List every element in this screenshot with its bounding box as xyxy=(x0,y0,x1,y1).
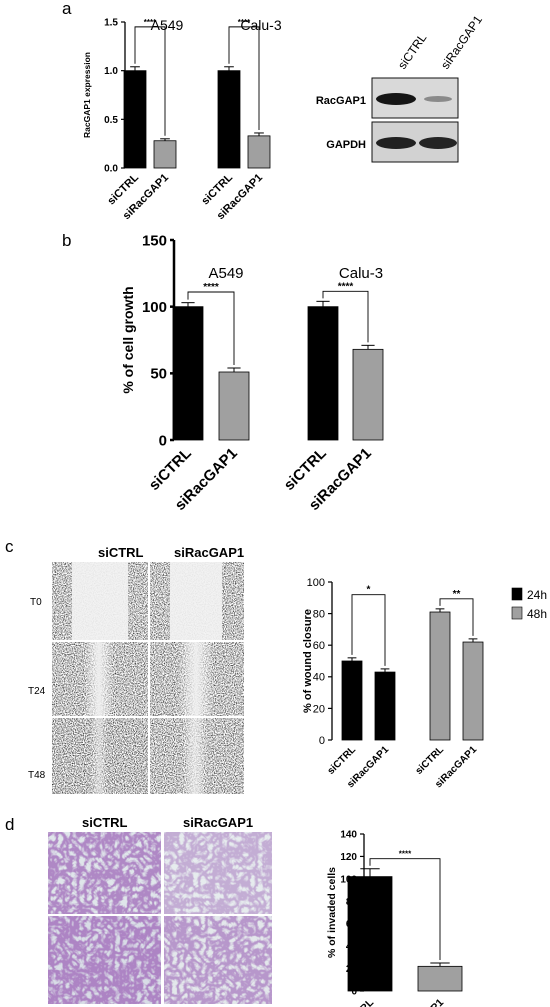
blot-lane-label-1: siCTRL xyxy=(395,31,430,72)
wound-row-label-t48: T48 xyxy=(28,770,46,781)
y-tick-label: 0 xyxy=(319,735,325,747)
invasion-col-label-siracgap1: siRacGAP1 xyxy=(183,815,253,830)
bar xyxy=(218,371,250,441)
significance-bracket xyxy=(322,290,369,343)
bar xyxy=(247,135,271,169)
y-tick-label: 1.0 xyxy=(104,66,118,77)
y-tick-label: 100 xyxy=(142,299,167,316)
y-tick-label: 1.5 xyxy=(104,18,118,29)
bar xyxy=(417,965,463,992)
panel-letter-d: d xyxy=(5,815,14,834)
significance-bracket xyxy=(369,858,441,960)
significance-label: **** xyxy=(203,282,219,293)
blot-band-racgap1-sictrl xyxy=(376,93,416,105)
bar xyxy=(429,611,451,741)
y-tick-label: 60 xyxy=(313,640,325,652)
bar xyxy=(462,641,484,741)
panel-letter-c: c xyxy=(5,537,14,556)
category-label: siRacGAP1 xyxy=(398,997,447,1007)
y-tick-label: 20 xyxy=(313,703,325,715)
significance-label: **** xyxy=(238,18,251,27)
y-tick-label: 100 xyxy=(307,577,325,589)
y-axis-label: % of invaded cells xyxy=(326,867,338,958)
blot-band-gapdh-siracgap1 xyxy=(419,137,457,149)
significance-bracket xyxy=(351,594,386,666)
y-tick-label: 0 xyxy=(351,987,357,998)
wound-image-t24-siracgap1 xyxy=(150,642,244,716)
bar xyxy=(153,140,177,169)
blot-row-label-racgap1: RacGAP1 xyxy=(316,95,366,107)
y-tick-label: 80 xyxy=(313,608,325,620)
legend-swatch xyxy=(511,587,523,601)
legend-swatch xyxy=(511,606,523,620)
significance-label: **** xyxy=(399,850,412,859)
y-axis-label: % of wound closure xyxy=(302,609,314,713)
y-tick-label: 40 xyxy=(313,672,325,684)
bar xyxy=(347,876,393,992)
invasion-col-label-sictrl: siCTRL xyxy=(82,815,128,830)
wound-image-t24-sictrl xyxy=(52,642,148,716)
blot-band-racgap1-siracgap1 xyxy=(424,96,452,102)
bar xyxy=(307,306,339,441)
panel-letter-a: a xyxy=(62,0,72,18)
legend-label: 48h xyxy=(527,607,547,621)
significance-bracket xyxy=(439,598,474,636)
category-label: siCTRL xyxy=(414,744,447,777)
bar xyxy=(341,660,363,741)
wound-healing-images: siCTRL siRacGAP1 T0 T24 T48 xyxy=(28,545,244,794)
category-label: siCTRL xyxy=(342,996,377,1007)
significance-bracket xyxy=(187,291,235,365)
significance-label: ** xyxy=(453,589,461,600)
western-blot: siCTRL siRacGAP1 RacGAP1 GAPDH xyxy=(316,13,485,163)
invasion-image-bottom-sictrl xyxy=(48,916,161,1004)
y-tick-label: 150 xyxy=(142,232,167,249)
bar xyxy=(374,671,396,741)
significance-label: **** xyxy=(144,18,157,27)
wound-image-t0-sictrl xyxy=(52,562,148,640)
y-tick-label: 140 xyxy=(340,830,357,841)
y-tick-label: 120 xyxy=(340,852,357,863)
legend-label: 24h xyxy=(527,588,547,602)
invasion-image-bottom-siracgap1 xyxy=(164,916,272,1004)
wound-row-label-t0: T0 xyxy=(30,597,42,608)
bar xyxy=(123,70,147,169)
wound-col-label-siracgap1: siRacGAP1 xyxy=(174,545,244,560)
blot-row-label-gapdh: GAPDH xyxy=(326,139,366,151)
blot-lane-label-2: siRacGAP1 xyxy=(438,13,485,72)
y-tick-label: 0 xyxy=(159,432,167,449)
wound-col-label-sictrl: siCTRL xyxy=(98,545,144,560)
significance-label: * xyxy=(367,585,371,596)
wound-image-t48-sictrl xyxy=(52,718,148,794)
bar xyxy=(172,306,204,441)
significance-bracket xyxy=(228,26,260,130)
invasion-image-top-sictrl xyxy=(48,832,161,914)
invasion-image-top-siracgap1 xyxy=(164,832,272,914)
group-title: Calu-3 xyxy=(240,17,281,33)
y-tick-label: 0.0 xyxy=(104,164,118,175)
invasion-images: siCTRL siRacGAP1 xyxy=(48,815,272,1004)
wound-image-t48-siracgap1 xyxy=(150,718,244,794)
category-label: siCTRL xyxy=(326,744,359,777)
panel-letter-b: b xyxy=(62,231,71,250)
y-tick-label: 0.5 xyxy=(104,115,118,126)
group-title: A549 xyxy=(151,17,184,33)
wound-image-t0-siracgap1 xyxy=(150,562,244,640)
group-title: A549 xyxy=(208,265,243,282)
y-axis-label: % of cell growth xyxy=(120,286,136,393)
bar xyxy=(352,348,384,441)
y-tick-label: 50 xyxy=(150,366,167,383)
chart-d-invaded-cells: 020406080100120140% of invaded cellssiCT… xyxy=(326,830,463,1007)
blot-band-gapdh-sictrl xyxy=(376,137,416,149)
wound-row-label-t24: T24 xyxy=(28,686,46,697)
y-axis-label: RacGAP1 expression xyxy=(82,52,92,138)
group-title: Calu-3 xyxy=(339,265,383,282)
significance-bracket xyxy=(134,26,166,136)
significance-label: **** xyxy=(338,281,354,292)
bar xyxy=(217,70,241,169)
